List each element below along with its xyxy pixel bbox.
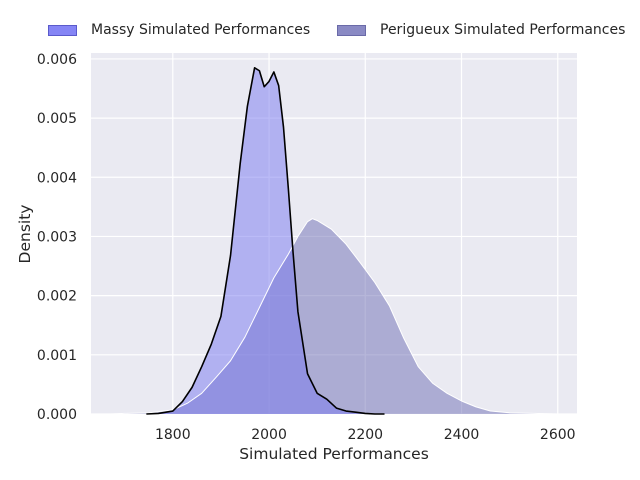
x-tick-label: 2000 (251, 427, 287, 443)
y-tick-label: 0.005 (37, 111, 77, 127)
series-line-1 (110, 218, 558, 415)
series-area-1 (110, 218, 558, 414)
legend-swatch-perigueux (337, 24, 366, 36)
y-tick-label: 0.002 (37, 289, 77, 305)
y-tick-label: 0.006 (37, 52, 77, 68)
series-layer (110, 67, 558, 415)
legend-label-massy: Massy Simulated Performances (91, 22, 311, 38)
y-tick-label: 0.000 (37, 407, 77, 423)
x-tick-label: 2400 (444, 427, 480, 443)
y-axis-ticks: 0.000 0.001 0.002 0.003 0.004 0.005 0.006 (37, 52, 77, 423)
legend-label-perigueux: Perigueux Simulated Performances (380, 22, 626, 38)
series-line-0 (146, 67, 385, 415)
y-tick-label: 0.001 (37, 348, 77, 364)
y-axis-label: Density (16, 205, 34, 264)
y-tick-label: 0.003 (37, 229, 77, 245)
x-tick-label: 2200 (347, 427, 383, 443)
series-area-0 (146, 67, 385, 415)
x-tick-label: 1800 (155, 427, 191, 443)
legend: Massy Simulated Performances Perigueux S… (0, 0, 640, 60)
x-axis-ticks: 1800 2000 2200 2400 2600 (155, 427, 576, 443)
x-tick-label: 2600 (540, 427, 576, 443)
legend-swatch-massy (48, 24, 77, 36)
y-tick-label: 0.004 (37, 170, 77, 186)
x-axis-label: Simulated Performances (239, 445, 429, 463)
legend-item-perigueux: Perigueux Simulated Performances (337, 21, 625, 39)
legend-item-massy: Massy Simulated Performances (48, 21, 310, 39)
